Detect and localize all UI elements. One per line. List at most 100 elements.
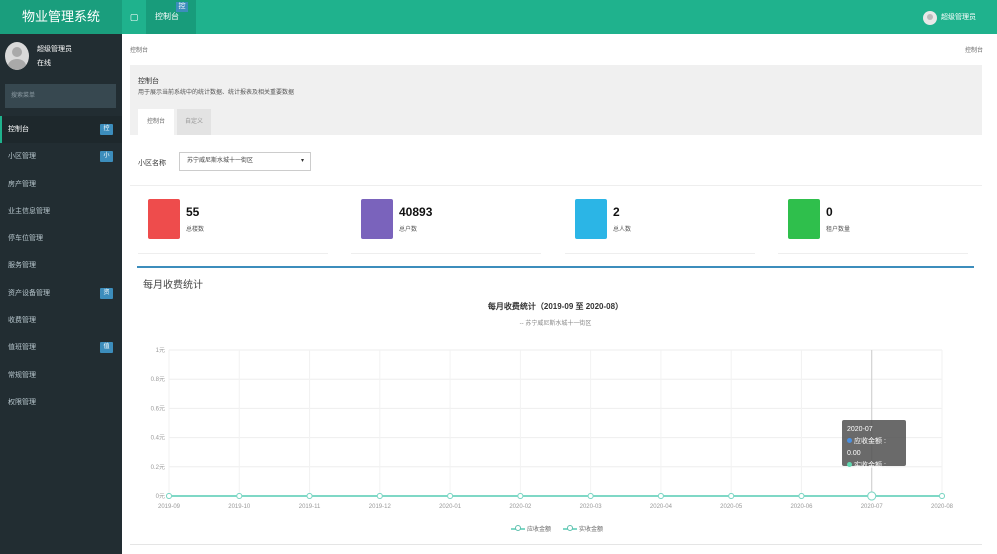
tooltip-row-text: 应收金额 : 0.00 <box>847 438 886 457</box>
y-tick-label: 0元 <box>156 493 165 500</box>
legend-item-receivable[interactable]: 应收金额 <box>511 524 551 533</box>
panel-title: 控制台 <box>138 78 159 85</box>
user-status: 在线 <box>37 60 51 67</box>
community-select[interactable]: 苏宁威尼斯水城十一街区 ▾ <box>179 152 311 171</box>
user-menu[interactable]: 超级管理员 <box>923 10 976 26</box>
legend-label: 应收金额 <box>527 527 552 533</box>
x-tick-label: 2020-01 <box>439 504 462 510</box>
panel-header: 控制台 用于展示当前系统中的统计数据、统计报表及相关重要数据 控制台 自定义 <box>130 65 982 135</box>
legend-item-received[interactable]: 实收金额 <box>563 524 603 533</box>
x-tick-label: 2020-04 <box>650 504 673 510</box>
sidebar-item-badge: 小 <box>100 151 113 163</box>
sidebar-item-badge: 资 <box>100 287 113 299</box>
sidebar-item[interactable]: 权限管理 <box>0 389 122 416</box>
data-point <box>657 493 664 499</box>
stat-label: 总人数 <box>613 227 632 233</box>
stat-label: 总户数 <box>399 227 418 233</box>
x-tick-label: 2019-10 <box>228 504 251 510</box>
tab-dashboard-content[interactable]: 控制台 <box>138 109 174 135</box>
menu-search-input[interactable]: 搜索菜单 <box>5 84 116 108</box>
stat-people: 2 总人数 <box>565 199 755 254</box>
stat-color-box <box>788 199 820 239</box>
sidebar-item[interactable]: 控制台 控 <box>0 116 122 144</box>
sidebar-item[interactable]: 房产管理 <box>0 171 122 198</box>
sidebar-item-label: 值班管理 <box>8 344 36 352</box>
stat-tenants: 0 租户数量 <box>778 199 968 254</box>
avatar <box>5 42 29 70</box>
chart-subtitle: -- 苏宁威尼斯水城十一街区 <box>519 321 592 327</box>
data-point <box>517 493 524 499</box>
y-tick-label: 1元 <box>156 347 165 354</box>
panel-description: 用于展示当前系统中的统计数据、统计报表及相关重要数据 <box>138 90 295 96</box>
x-tick-label: 2019-12 <box>369 504 392 510</box>
chart-legend: 应收金额 实收金额 <box>511 524 603 533</box>
y-tick-label: 0.2元 <box>151 464 165 471</box>
sidebar-item-label: 小区管理 <box>8 153 36 161</box>
stat-buildings: 55 总楼数 <box>138 199 328 254</box>
sidebar-item[interactable]: 值班管理 值 <box>0 334 122 361</box>
tab-badge: 控 <box>176 2 188 12</box>
data-point <box>728 493 735 499</box>
tooltip-row-receivable: 应收金额 : 0.00 <box>847 436 901 460</box>
dashboard-panel: 控制台 用于展示当前系统中的统计数据、统计报表及相关重要数据 控制台 自定义 <box>130 65 982 554</box>
y-tick-label: 0.6元 <box>151 405 165 412</box>
sidebar-item[interactable]: 服务管理 <box>0 252 122 279</box>
sidebar-item-label: 常规管理 <box>8 371 36 379</box>
stat-color-box <box>575 199 607 239</box>
x-tick-label: 2019-11 <box>299 504 321 510</box>
y-tick-label: 0.4元 <box>151 435 165 442</box>
stat-value: 2 <box>613 205 620 219</box>
sidebar-item-label: 房产管理 <box>8 180 36 188</box>
data-point <box>867 491 877 501</box>
chart-heading: 每月收费统计 <box>143 280 203 291</box>
divider <box>130 544 982 545</box>
x-tick-label: 2020-08 <box>931 504 954 510</box>
legend-line-icon <box>563 525 578 532</box>
line-chart[interactable]: 0元 0.2元 0.4元 0.6元 0.8元 1元 2019-09 2019-10 2019-1… <box>137 268 974 548</box>
fee-chart-panel: 每月收费统计 每月收费统计（2019-09 至 2020-08） -- 苏宁威尼… <box>137 266 974 546</box>
stat-label: 租户数量 <box>826 227 851 233</box>
top-navbar: 物业管理系统 ▢ 控制台 控 超级管理员 <box>0 0 997 34</box>
sidebar-item[interactable]: 收费管理 <box>0 307 122 334</box>
sidebar-item[interactable]: 常规管理 <box>0 362 122 389</box>
tab-dashboard[interactable]: 控制台 <box>146 0 196 34</box>
sidebar-item-label: 资产设备管理 <box>8 289 50 297</box>
sidebar-item[interactable]: 业主信息管理 <box>0 198 122 225</box>
sidebar-item[interactable]: 小区管理 小 <box>0 143 122 170</box>
stat-value: 55 <box>186 205 200 219</box>
breadcrumb-right[interactable]: 控制台 <box>964 48 983 54</box>
community-select-value: 苏宁威尼斯水城十一街区 <box>187 158 254 164</box>
divider <box>130 185 982 186</box>
data-point <box>376 493 383 499</box>
sidebar-item[interactable]: 停车位管理 <box>0 225 122 252</box>
x-tick-label: 2020-07 <box>861 504 884 510</box>
bars-icon[interactable]: ▢ <box>129 12 139 22</box>
breadcrumb-left[interactable]: 控制台 <box>130 48 149 54</box>
sidebar: 超级管理员 在线 搜索菜单 控制台 控小区管理 小房产管理 业主信息管理 停车位管理 服务… <box>0 34 122 554</box>
user-avatar-icon <box>923 11 937 25</box>
x-tick-label: 2020-05 <box>720 504 743 510</box>
stat-value: 0 <box>826 205 833 219</box>
sidebar-menu: 控制台 控小区管理 小房产管理业主信息管理 停车位管理服务管理资产设备管理 资收费管理值… <box>0 116 122 416</box>
chart-title: 每月收费统计（2019-09 至 2020-08） <box>487 302 624 311</box>
tab-custom[interactable]: 自定义 <box>177 109 211 135</box>
sidebar-item-label: 控制台 <box>8 126 29 133</box>
x-tick-label: 2020-06 <box>790 504 813 510</box>
sidebar-item-label: 权限管理 <box>8 398 36 406</box>
community-label: 小区名称 <box>138 160 166 167</box>
chevron-down-icon: ▾ <box>300 158 304 164</box>
data-point <box>798 493 805 499</box>
sidebar-item-label: 收费管理 <box>8 317 36 325</box>
tooltip-row-received: 实收金额 : 0.00 <box>847 460 901 484</box>
data-point <box>236 493 243 499</box>
app-brand[interactable]: 物业管理系统 <box>0 0 122 34</box>
stat-color-box <box>148 199 180 239</box>
x-tick-label: 2020-03 <box>580 504 603 510</box>
data-point <box>587 493 594 499</box>
dot-icon <box>847 462 852 467</box>
main-content: 控制台 控制台 控制台 用于展示当前系统中的统计数据、统计报表及相关重要数据 控… <box>122 34 997 554</box>
tooltip-title: 2020-07 <box>847 426 873 433</box>
sidebar-item[interactable]: 资产设备管理 资 <box>0 280 122 307</box>
sidebar-item-badge: 值 <box>100 342 113 354</box>
sidebar-item-label: 服务管理 <box>8 262 36 270</box>
